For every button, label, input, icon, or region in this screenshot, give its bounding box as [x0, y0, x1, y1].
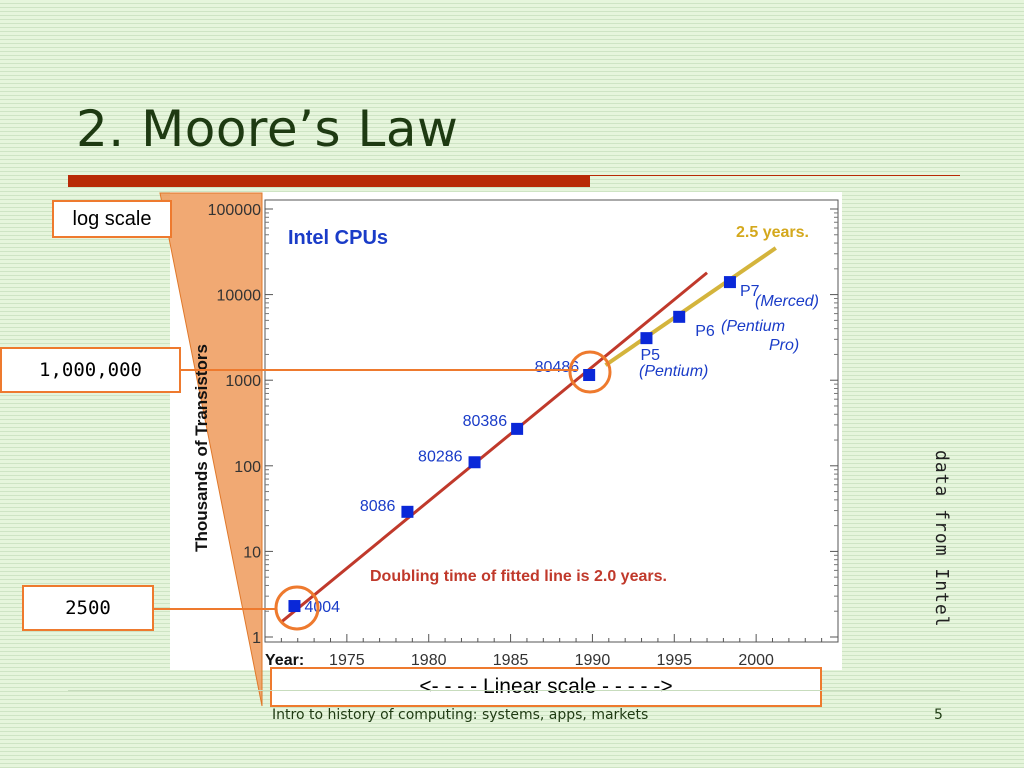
title-rule-thin: [590, 175, 960, 176]
point-label-80486: 80486: [535, 359, 580, 376]
p5-sublabel: (Pentium): [639, 363, 708, 380]
log-scale-label: log scale: [52, 200, 172, 238]
x-ticks: 1975 1980 1985 1990 1995 2000: [264, 634, 839, 669]
point-label-P6: P6: [695, 323, 715, 340]
fit-annotation: Doubling time of fitted line is 2.0 year…: [370, 568, 667, 585]
point-label-P5: P5: [640, 347, 660, 364]
point-8086: [401, 505, 414, 518]
callout-million: 1,000,000: [0, 347, 181, 393]
chart-background: [170, 192, 842, 670]
point-P7: [723, 276, 736, 289]
x-tick-label: 1985: [493, 652, 529, 669]
point-label-80286: 80286: [418, 448, 463, 465]
fitted-line: [280, 271, 708, 624]
trend-line: [604, 246, 777, 367]
point-P5: [640, 332, 653, 345]
page-number: 5: [934, 707, 943, 723]
callout-2500: 2500: [22, 585, 154, 631]
point-80486: [583, 369, 596, 382]
y-tick-label: 100: [234, 459, 261, 476]
x-tick-label: 1975: [329, 652, 365, 669]
footer-rule: [68, 690, 960, 691]
slide-title: 2. Moore’s Law: [76, 100, 459, 158]
trend-annotation: 2.5 years.: [736, 224, 809, 241]
linear-scale-label: <- - - - Linear scale - - - - ->: [270, 667, 822, 707]
x-tick-label: 1980: [411, 652, 447, 669]
log-scale-funnel: [159, 192, 263, 707]
y-ticks: 1 10 100 1000 10000 100000: [208, 202, 838, 647]
point-label-8086: 8086: [360, 498, 396, 515]
point-label-4004: 4004: [304, 599, 340, 616]
point-label-P7: P7: [740, 283, 760, 300]
x-tick-label: 1990: [575, 652, 611, 669]
data-points: 4004 8086 80286 80386 80486 P5 P6 P7: [288, 276, 760, 616]
footer-text: Intro to history of computing: systems, …: [272, 707, 649, 723]
data-source-note: data from Intel: [931, 450, 952, 628]
x-axis-label: Year:: [265, 652, 304, 669]
2500-highlight-circle: [274, 585, 320, 631]
p6-sublabel: (Pentium: [721, 318, 785, 335]
point-80386: [511, 422, 524, 435]
y-tick-label: 1000: [225, 373, 261, 390]
point-4004: [288, 600, 301, 613]
y-tick-label: 100000: [208, 202, 261, 219]
point-label-80386: 80386: [463, 413, 508, 430]
y-tick-label: 10000: [217, 288, 262, 305]
point-80286: [468, 456, 481, 469]
x-tick-label: 1995: [656, 652, 692, 669]
title-rule: [68, 175, 590, 187]
y-axis-label: Thousands of Transistors: [192, 344, 211, 552]
y-tick-label: 10: [243, 544, 261, 561]
y-tick-label: 1: [252, 630, 261, 647]
p7-sublabel: (Merced): [755, 293, 819, 310]
p6-sublabel-2: Pro): [769, 337, 799, 354]
point-P6: [673, 310, 686, 323]
plot-frame: [264, 199, 839, 643]
x-tick-label: 2000: [738, 652, 774, 669]
million-highlight-circle: [568, 350, 612, 394]
chart-title: Intel CPUs: [288, 227, 388, 249]
